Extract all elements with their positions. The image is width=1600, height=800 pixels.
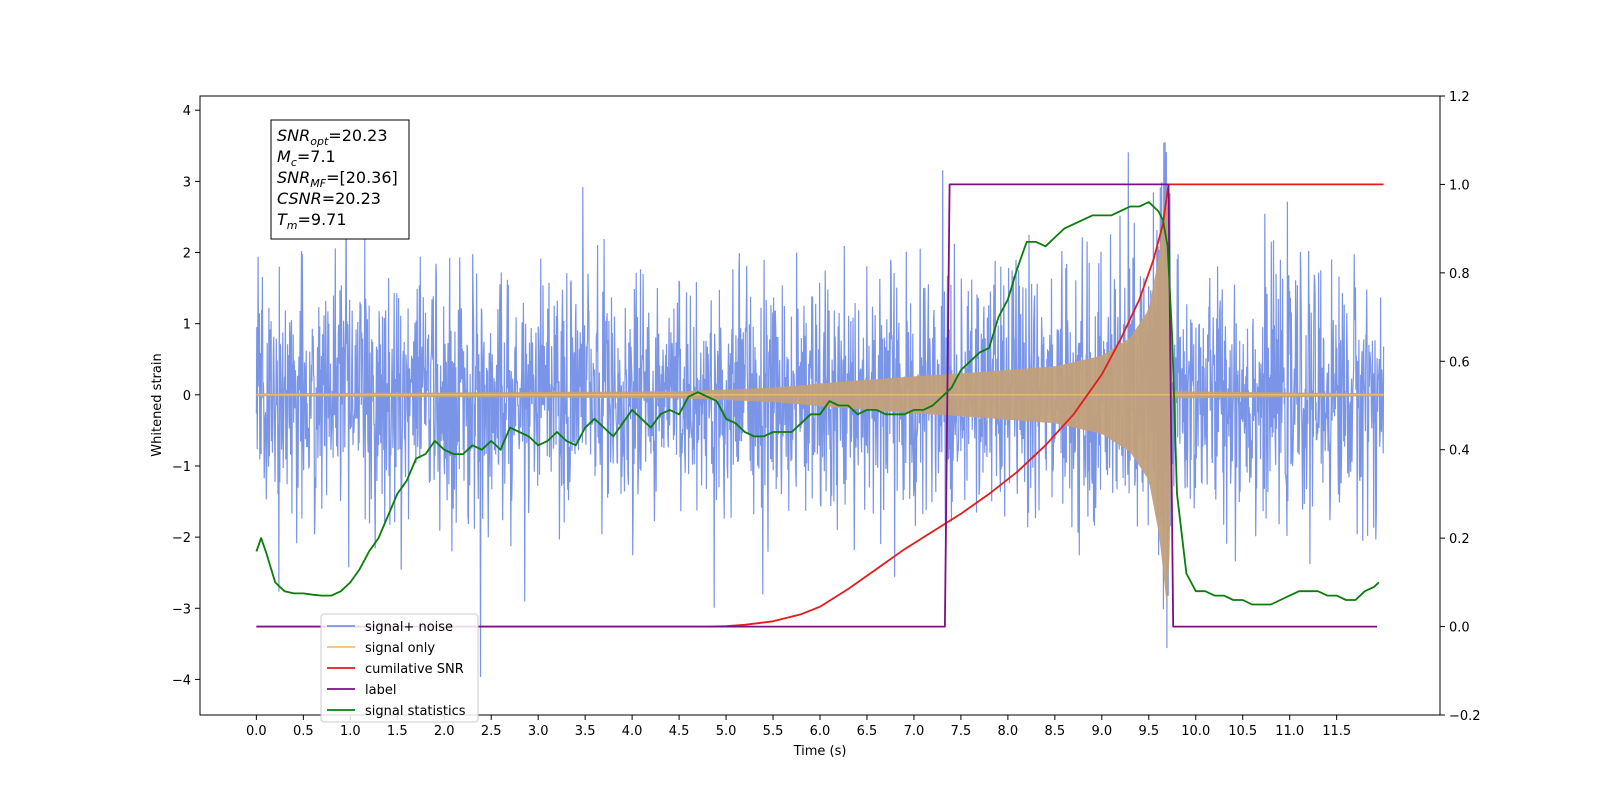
x-tick-label: 7.5: [951, 724, 972, 739]
legend-label: label: [365, 683, 396, 698]
x-tick-label: 8.0: [998, 724, 1019, 739]
x-tick-label: 0.0: [246, 724, 267, 739]
x-tick-label: 6.5: [857, 724, 878, 739]
x-axis: 0.0 0.5 1.0 1.5 2.0 2.5 3.0 3.5 4.0 4.5 5.0 5.5 6.0 6…: [246, 715, 1351, 739]
annotation-line: SNRopt=20.23: [277, 126, 388, 148]
annotation-frame: [270, 119, 410, 240]
x-tick-label: 10.0: [1181, 724, 1210, 739]
x-tick-label: 7.0: [904, 724, 925, 739]
x-tick-label: 3.5: [575, 724, 596, 739]
y-tick-label: −1: [172, 460, 191, 475]
x-tick-label: 11.5: [1322, 724, 1351, 739]
signal-statistics-line: [255, 201, 1380, 606]
x-tick-label: 1.5: [387, 724, 408, 739]
annotation-line: SNRMF=[20.36]: [277, 168, 398, 190]
y-tick-label: 1: [183, 318, 191, 333]
y2-tick-label: 1.0: [1449, 178, 1470, 193]
x-tick-label: 10.5: [1228, 724, 1257, 739]
x-tick-label: 2.5: [481, 724, 502, 739]
legend-label: signal+ noise: [365, 620, 453, 635]
signal-only-series: [256, 186, 1384, 604]
y2-tick-label: 0.8: [1449, 267, 1470, 282]
x-tick-label: 2.0: [434, 724, 455, 739]
legend-label: signal statistics: [365, 704, 466, 719]
y-axis-left: −4 −3 −2 −1 0 1 2 3 4: [172, 104, 200, 688]
right-axis-series: [255, 183, 1384, 628]
y2-tick-label: 0.0: [1449, 621, 1470, 636]
x-tick-label: 4.0: [622, 724, 643, 739]
x-tick-label: 1.0: [340, 724, 361, 739]
x-tick-label: 6.0: [810, 724, 831, 739]
y2-tick-label: −0.2: [1449, 709, 1481, 724]
x-tick-label: 5.0: [716, 724, 737, 739]
y-axis-title: Whitened strain: [150, 353, 165, 456]
legend-label: signal only: [365, 641, 435, 656]
y2-tick-label: 0.6: [1449, 355, 1470, 370]
annotation-box: SNRopt=20.23Mc=7.1SNRMF=[20.36]CSNR=20.2…: [270, 119, 410, 240]
x-tick-label: 9.0: [1091, 724, 1112, 739]
x-tick-label: 11.0: [1275, 724, 1304, 739]
x-tick-label: 9.5: [1138, 724, 1159, 739]
annotation-line: CSNR=20.23: [277, 189, 381, 208]
legend-frame: [320, 613, 479, 723]
y-tick-label: 4: [183, 104, 191, 119]
y-tick-label: −2: [172, 531, 191, 546]
annotation-line: Tm=9.71: [277, 210, 347, 232]
x-axis-title: Time (s): [793, 744, 847, 759]
y-tick-label: −4: [172, 673, 191, 688]
legend-label: cumilative SNR: [365, 662, 464, 677]
y2-tick-label: 0.2: [1449, 532, 1470, 547]
label-line: [256, 183, 1378, 628]
legend: signal+ noise signal only cumilative SNR la…: [320, 613, 479, 723]
y-tick-label: 2: [183, 247, 191, 262]
y2-tick-label: 1.2: [1449, 90, 1470, 105]
x-tick-label: 3.0: [528, 724, 549, 739]
y-tick-label: −3: [172, 602, 191, 617]
x-tick-label: 5.5: [763, 724, 784, 739]
annotation-line: Mc=7.1: [277, 147, 336, 169]
y-axis-right: −0.2 0.0 0.2 0.4 0.6 0.8 1.0 1.2: [1440, 90, 1481, 724]
x-tick-label: 4.5: [669, 724, 690, 739]
y-tick-label: 3: [183, 175, 191, 190]
y2-tick-label: 0.4: [1449, 444, 1470, 459]
x-tick-label: 8.5: [1045, 724, 1066, 739]
x-tick-label: 0.5: [293, 724, 314, 739]
y-tick-label: 0: [183, 389, 191, 404]
